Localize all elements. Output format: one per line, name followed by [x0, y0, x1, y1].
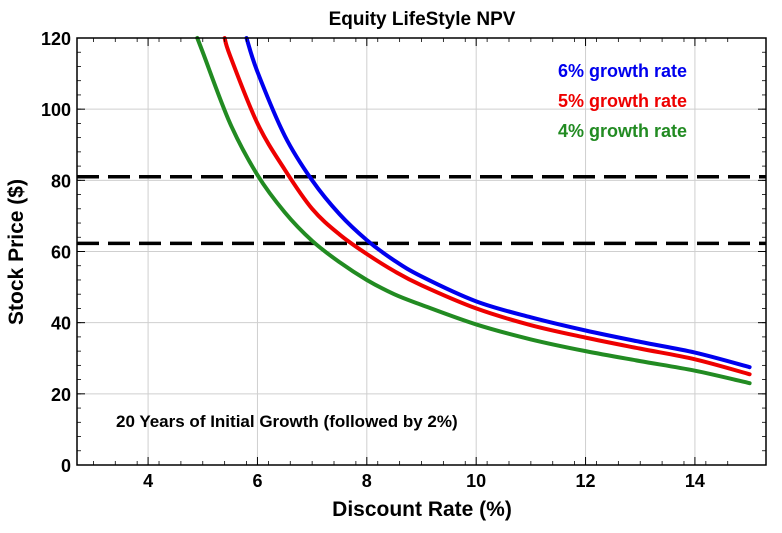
legend: 6% growth rate 5% growth rate 4% growth ra…	[558, 61, 687, 141]
x-tick-label: 6	[252, 471, 262, 491]
x-tick-label: 14	[685, 471, 705, 491]
x-tick-label: 8	[362, 471, 372, 491]
x-tick-label: 10	[466, 471, 486, 491]
legend-entry-1: 6% growth rate	[558, 61, 687, 81]
annotation-text: 20 Years of Initial Growth (followed by …	[116, 412, 458, 431]
y-tick-label: 60	[51, 243, 71, 263]
x-tick-label: 12	[576, 471, 596, 491]
series-line-2	[222, 36, 752, 377]
series-line-1	[244, 36, 752, 370]
y-tick-label: 40	[51, 314, 71, 334]
chart-title: Equity LifeStyle NPV	[329, 9, 516, 30]
legend-entry-3: 4% growth rate	[558, 121, 687, 141]
legend-entry-2: 5% growth rate	[558, 91, 687, 111]
series-lines	[195, 36, 752, 386]
axis-ticks: 4 6 8 10 12 14 0 20 40 60 80 100 120	[41, 29, 766, 491]
x-tick-label: 4	[143, 471, 153, 491]
y-tick-label: 0	[61, 456, 71, 476]
series-line-3	[195, 36, 752, 386]
grid-lines	[77, 38, 766, 465]
y-tick-label: 120	[41, 29, 71, 49]
y-tick-label: 80	[51, 171, 71, 191]
y-tick-label: 20	[51, 385, 71, 405]
reference-lines	[77, 175, 766, 246]
x-axis-title: Discount Rate (%)	[332, 498, 512, 521]
y-axis-title: Stock Price ($)	[5, 179, 28, 325]
y-tick-label: 100	[41, 100, 71, 120]
